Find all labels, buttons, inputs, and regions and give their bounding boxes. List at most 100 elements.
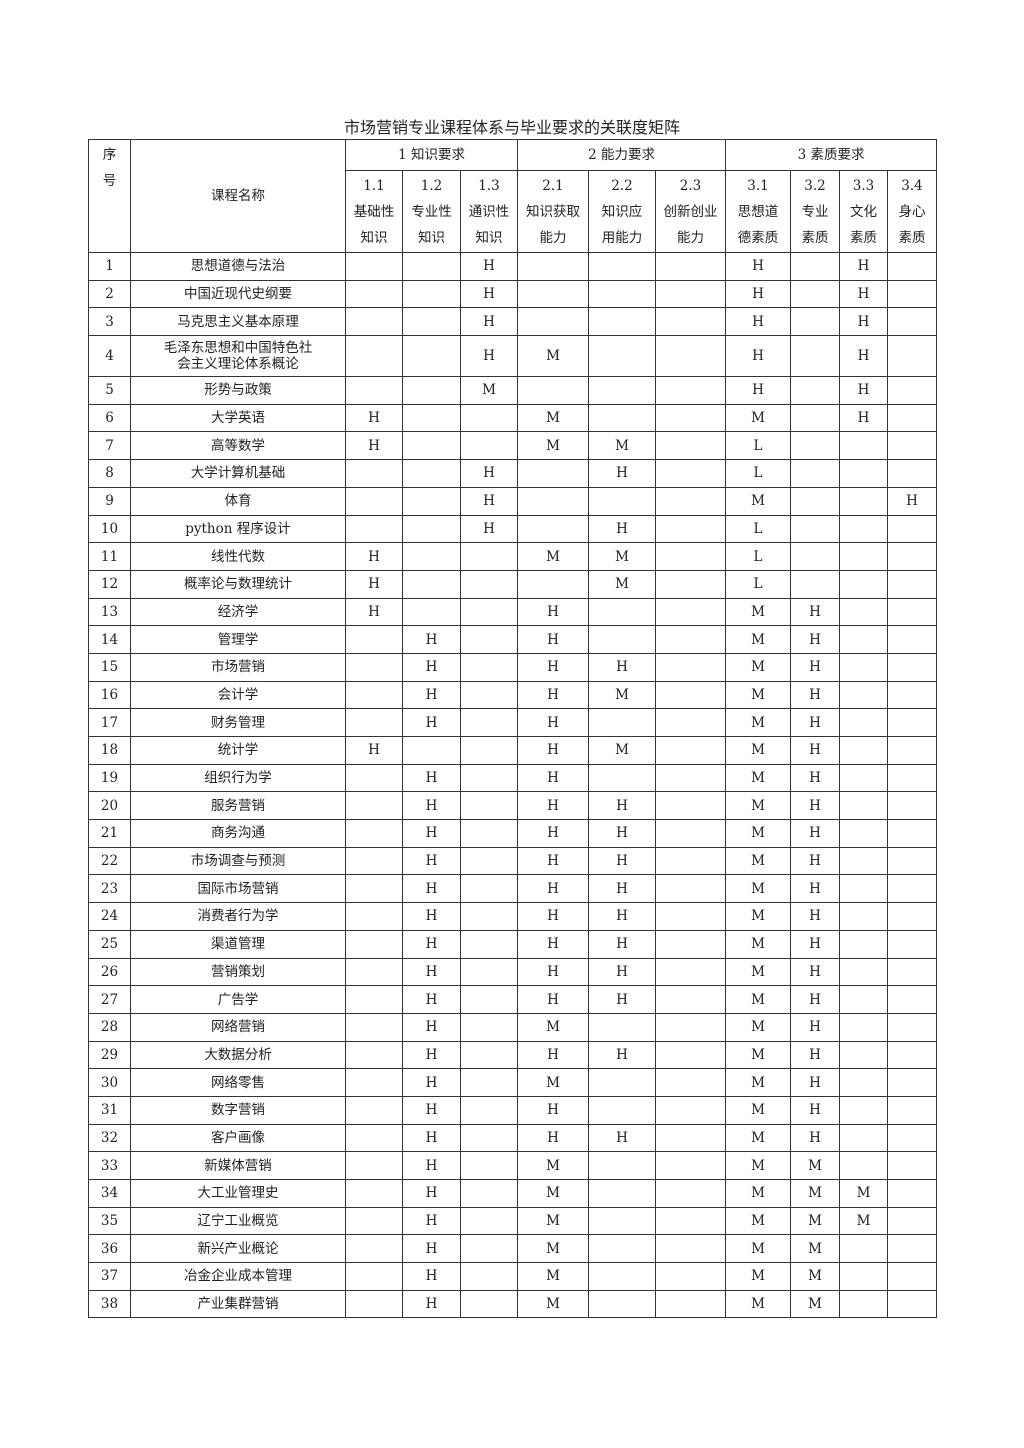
row-number: 34 xyxy=(88,1179,131,1208)
relevance-cell: M xyxy=(790,1289,841,1319)
relevance-cell: M xyxy=(517,1151,590,1180)
table-row: 5 形势与政策 M H H xyxy=(88,376,938,405)
relevance-cell xyxy=(887,431,938,461)
relevance-cell: L xyxy=(725,431,792,461)
header-sub-text: 1.1 xyxy=(363,177,385,194)
relevance-cell xyxy=(588,335,657,378)
table-row: 34 大工业管理史 H M M M M xyxy=(88,1179,938,1208)
relevance-cell: H xyxy=(517,597,590,627)
relevance-cell: H xyxy=(402,985,461,1014)
relevance-cell xyxy=(887,335,938,378)
relevance-cell xyxy=(517,252,590,281)
course-name: 营销策划 xyxy=(130,957,346,987)
relevance-cell xyxy=(345,1289,403,1319)
relevance-cell: M xyxy=(459,376,519,405)
relevance-cell xyxy=(588,1012,657,1042)
course-name: 冶金企业成本管理 xyxy=(130,1262,346,1291)
relevance-cell: H xyxy=(588,1040,657,1070)
header-sub-text: 3.2 xyxy=(804,177,826,194)
relevance-cell: M xyxy=(517,1289,590,1319)
relevance-cell xyxy=(790,279,841,309)
header-sub-3.2: 3.2 专业 素质 xyxy=(790,170,841,253)
header-sub-3.3: 3.3 文化 素质 xyxy=(839,170,889,253)
course-name: 网络营销 xyxy=(130,1012,346,1042)
relevance-cell xyxy=(588,1289,657,1319)
header-sub-2.2: 2.2 知识应 用能力 xyxy=(588,170,657,253)
relevance-cell: M xyxy=(725,874,792,904)
relevance-cell: M xyxy=(517,1262,590,1291)
relevance-cell xyxy=(887,736,938,765)
course-name: 马克思主义基本原理 xyxy=(130,307,346,337)
relevance-cell xyxy=(887,929,938,959)
row-number: 22 xyxy=(88,846,131,876)
relevance-cell xyxy=(402,279,461,309)
relevance-cell xyxy=(655,1262,727,1291)
relevance-cell xyxy=(839,1095,889,1125)
relevance-cell: H xyxy=(517,874,590,904)
course-name: 商务沟通 xyxy=(130,819,346,848)
course-name: 概率论与数理统计 xyxy=(130,569,346,599)
course-name: 统计学 xyxy=(130,736,346,765)
relevance-cell: H xyxy=(345,569,403,599)
relevance-cell xyxy=(887,985,938,1014)
relevance-cell xyxy=(839,459,889,488)
relevance-cell: H xyxy=(345,597,403,627)
course-name: 大工业管理史 xyxy=(130,1179,346,1208)
relevance-cell: H xyxy=(790,680,841,710)
table-row: 6 大学英语 H M M H xyxy=(88,403,938,433)
relevance-cell: M xyxy=(725,902,792,931)
table-row: 18 统计学 H H M M H xyxy=(88,736,938,765)
table-row: 8 大学计算机基础 H H L xyxy=(88,459,938,488)
relevance-cell: H xyxy=(517,1123,590,1153)
relevance-cell xyxy=(459,763,519,793)
relevance-cell xyxy=(459,929,519,959)
course-name: 经济学 xyxy=(130,597,346,627)
relevance-cell: H xyxy=(402,929,461,959)
row-number: 23 xyxy=(88,874,131,904)
relevance-cell xyxy=(655,902,727,931)
relevance-cell: M xyxy=(725,985,792,1014)
relevance-cell: H xyxy=(790,902,841,931)
relevance-cell xyxy=(790,459,841,488)
relevance-cell xyxy=(345,846,403,876)
relevance-cell: H xyxy=(402,763,461,793)
row-number: 13 xyxy=(88,597,131,627)
relevance-cell xyxy=(839,569,889,599)
row-number: 16 xyxy=(88,680,131,710)
relevance-cell: M xyxy=(725,1262,792,1291)
relevance-cell: H xyxy=(402,1262,461,1291)
relevance-cell: M xyxy=(725,403,792,433)
relevance-cell: H xyxy=(588,1123,657,1153)
row-number: 3 xyxy=(88,307,131,337)
relevance-cell xyxy=(655,376,727,405)
course-name: 形势与政策 xyxy=(130,376,346,405)
relevance-cell: M xyxy=(725,652,792,682)
relevance-cell xyxy=(402,307,461,337)
row-number: 12 xyxy=(88,569,131,599)
course-name: 市场营销 xyxy=(130,652,346,682)
relevance-cell: H xyxy=(517,1095,590,1125)
relevance-cell: M xyxy=(725,1095,792,1125)
header-sub-text: 基础性 xyxy=(353,203,395,220)
header-no: 序号 xyxy=(88,139,131,253)
relevance-cell: H xyxy=(588,514,657,544)
relevance-cell: H xyxy=(459,459,519,488)
table-row: 31 数字营销 H H M H xyxy=(88,1095,938,1125)
course-name: 高等数学 xyxy=(130,431,346,461)
relevance-cell: H xyxy=(517,652,590,682)
relevance-cell xyxy=(345,1262,403,1291)
relevance-cell: H xyxy=(790,929,841,959)
relevance-cell xyxy=(655,625,727,654)
header-sub-text: 知识 xyxy=(475,229,503,246)
relevance-cell xyxy=(517,279,590,309)
relevance-cell xyxy=(839,1289,889,1319)
relevance-cell xyxy=(588,1151,657,1180)
relevance-cell xyxy=(887,514,938,544)
relevance-cell xyxy=(517,486,590,516)
header-sub-text: 用能力 xyxy=(601,229,643,246)
relevance-cell xyxy=(345,335,403,378)
relevance-cell: H xyxy=(517,736,590,765)
relevance-cell xyxy=(839,1234,889,1264)
relevance-cell xyxy=(839,1151,889,1180)
relevance-cell: M xyxy=(725,957,792,987)
